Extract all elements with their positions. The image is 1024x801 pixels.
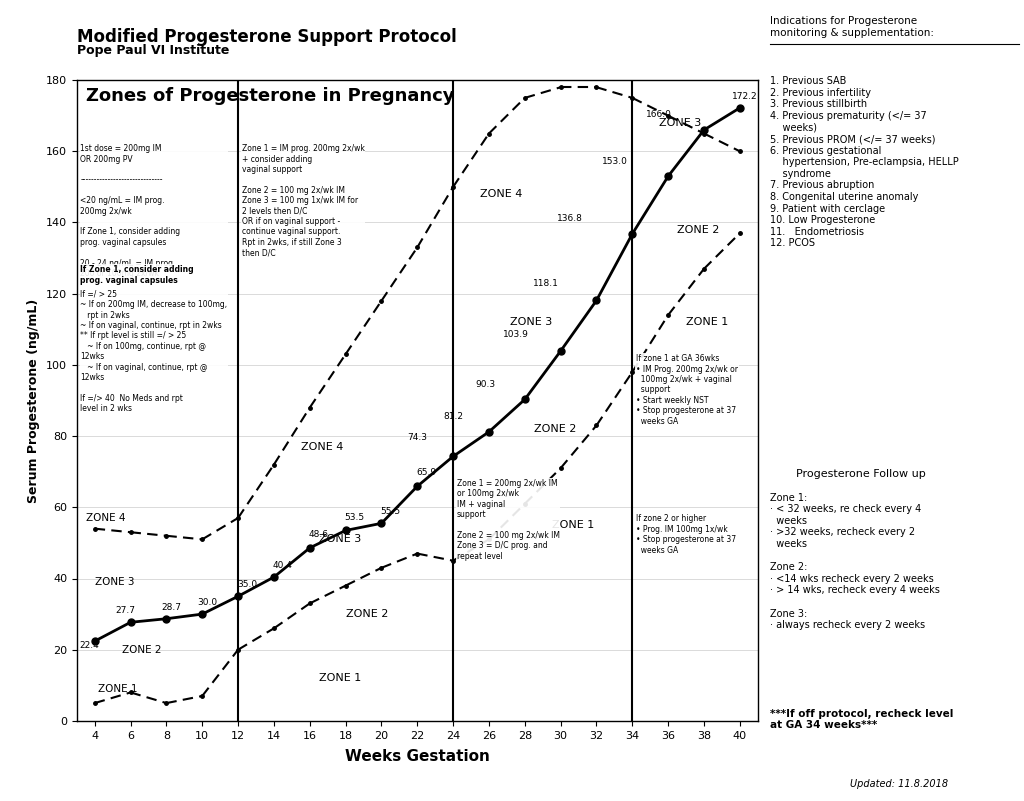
Text: ***If off protocol, recheck level
at GA 34 weeks***: ***If off protocol, recheck level at GA … (770, 709, 953, 731)
Text: 40.4: 40.4 (273, 561, 293, 570)
Text: Pope Paul VI Institute: Pope Paul VI Institute (77, 44, 229, 57)
Text: Zone 1:
· < 32 weeks, re check every 4
  weeks
· >32 weeks, recheck every 2
  we: Zone 1: · < 32 weeks, re check every 4 w… (770, 493, 940, 630)
Text: ZONE 1: ZONE 1 (686, 317, 728, 327)
Text: 55.5: 55.5 (380, 507, 400, 516)
Text: Progesterone Follow up: Progesterone Follow up (796, 469, 926, 478)
Text: Indications for Progesterone
monitoring & supplementation:: Indications for Progesterone monitoring … (770, 16, 934, 38)
Text: ZONE 2: ZONE 2 (677, 224, 720, 235)
Text: ZONE 3: ZONE 3 (659, 118, 701, 128)
Text: 166.0: 166.0 (646, 111, 672, 119)
Text: 74.3: 74.3 (408, 433, 427, 442)
Text: 35.0: 35.0 (237, 580, 257, 590)
Text: 1st dose = 200mg IM
OR 200mg PV

------------------------------

<20 ng/mL = IM : 1st dose = 200mg IM OR 200mg PV --------… (81, 144, 227, 413)
X-axis label: Weeks Gestation: Weeks Gestation (345, 749, 489, 764)
Text: ZONE 2: ZONE 2 (122, 645, 161, 654)
Text: Updated: 11.8.2018: Updated: 11.8.2018 (850, 779, 948, 789)
Text: 90.3: 90.3 (475, 380, 496, 388)
Text: If zone 2 or higher
• Prog. IM 100mg 1x/wk
• Stop progesterone at 37
  weeks GA: If zone 2 or higher • Prog. IM 100mg 1x/… (636, 514, 736, 554)
Text: 27.7: 27.7 (115, 606, 135, 615)
Text: 136.8: 136.8 (557, 214, 583, 223)
Text: 172.2: 172.2 (732, 92, 758, 101)
Text: 22.4: 22.4 (80, 641, 99, 650)
Text: ZONE 4: ZONE 4 (480, 189, 522, 199)
Text: ZONE 2: ZONE 2 (534, 424, 577, 434)
Text: 1. Previous SAB
2. Previous infertility
3. Previous stillbirth
4. Previous prema: 1. Previous SAB 2. Previous infertility … (770, 76, 958, 248)
Text: 153.0: 153.0 (601, 156, 628, 166)
Text: Zones of Progesterone in Pregnancy: Zones of Progesterone in Pregnancy (86, 87, 455, 105)
Text: ZONE 4: ZONE 4 (86, 513, 125, 523)
Text: Modified Progesterone Support Protocol: Modified Progesterone Support Protocol (77, 28, 457, 46)
Text: If Zone 1, consider adding
prog. vaginal capsules: If Zone 1, consider adding prog. vaginal… (81, 265, 194, 284)
Text: 53.5: 53.5 (344, 513, 365, 521)
Text: ZONE 3: ZONE 3 (318, 534, 361, 545)
Text: Zone 1 = IM prog. 200mg 2x/wk
+ consider adding
vaginal support

Zone 2 = 100 mg: Zone 1 = IM prog. 200mg 2x/wk + consider… (242, 144, 365, 257)
Text: 65.9: 65.9 (416, 469, 436, 477)
Text: 118.1: 118.1 (534, 279, 559, 288)
Text: 48.6: 48.6 (308, 530, 329, 539)
Text: ZONE 1: ZONE 1 (552, 520, 594, 530)
Text: 28.7: 28.7 (162, 602, 182, 612)
Text: Zone 1 = 200mg 2x/wk IM
or 100mg 2x/wk
IM + vaginal
support

Zone 2 = 100 mg 2x/: Zone 1 = 200mg 2x/wk IM or 100mg 2x/wk I… (457, 479, 560, 561)
Text: ZONE 3: ZONE 3 (511, 317, 553, 327)
Text: ZONE 4: ZONE 4 (301, 442, 343, 452)
Text: If zone 1 at GA 36wks
• IM Prog. 200mg 2x/wk or
  100mg 2x/wk + vaginal
  suppor: If zone 1 at GA 36wks • IM Prog. 200mg 2… (636, 354, 738, 425)
Text: ZONE 1: ZONE 1 (318, 673, 361, 683)
Text: ZONE 2: ZONE 2 (346, 609, 388, 619)
Text: 81.2: 81.2 (443, 413, 463, 421)
Text: ZONE 1: ZONE 1 (98, 684, 138, 694)
Text: ZONE 3: ZONE 3 (94, 577, 134, 587)
Y-axis label: Serum Progesterone (ng/mL): Serum Progesterone (ng/mL) (28, 299, 40, 502)
Text: 103.9: 103.9 (503, 329, 528, 339)
Text: 30.0: 30.0 (198, 598, 218, 607)
